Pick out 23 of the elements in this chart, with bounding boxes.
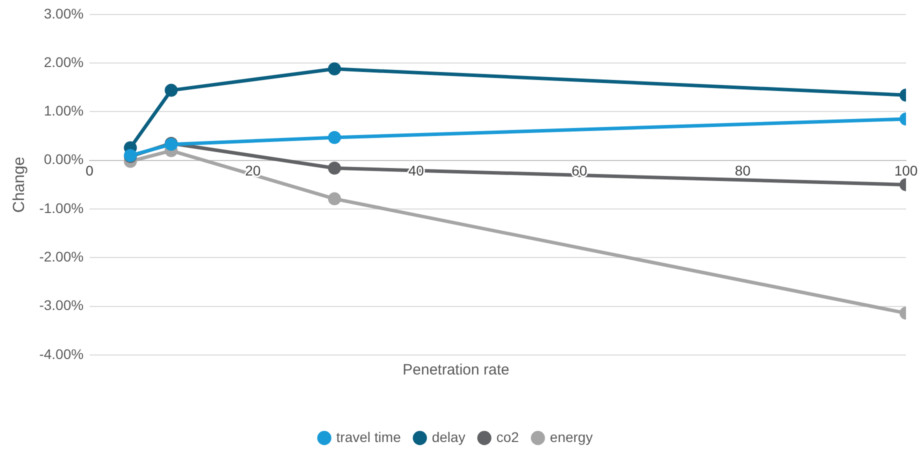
y-tick-label: 1.00% <box>44 102 84 119</box>
legend-label: co2 <box>496 428 520 445</box>
x-tick-label: 20 <box>245 162 261 179</box>
y-tick-label: 2.00% <box>44 54 84 70</box>
point <box>328 62 341 76</box>
point <box>164 84 178 97</box>
x-tick-label: 100 <box>894 162 918 179</box>
y-tick-label: -1.00% <box>39 200 84 216</box>
x-tick-label: 40 <box>408 162 424 179</box>
y-axis-title: Change <box>11 156 28 213</box>
legend-label: travel time <box>336 428 402 445</box>
y-tick-label: -4.00% <box>39 346 84 362</box>
y-tick-label: -3.00% <box>39 297 84 314</box>
y-tick-label: 0.00% <box>44 151 84 168</box>
point <box>328 131 341 144</box>
legend-label: energy <box>550 428 593 445</box>
y-tick-label: -2.00% <box>39 248 84 265</box>
x-tick-label: 0 <box>86 162 94 179</box>
y-tick-label: 3.00% <box>44 5 84 22</box>
legend-label: delay <box>432 428 466 445</box>
x-tick-label: 80 <box>734 162 751 179</box>
point <box>328 192 341 206</box>
x-axis-title: Penetration rate <box>402 362 510 379</box>
